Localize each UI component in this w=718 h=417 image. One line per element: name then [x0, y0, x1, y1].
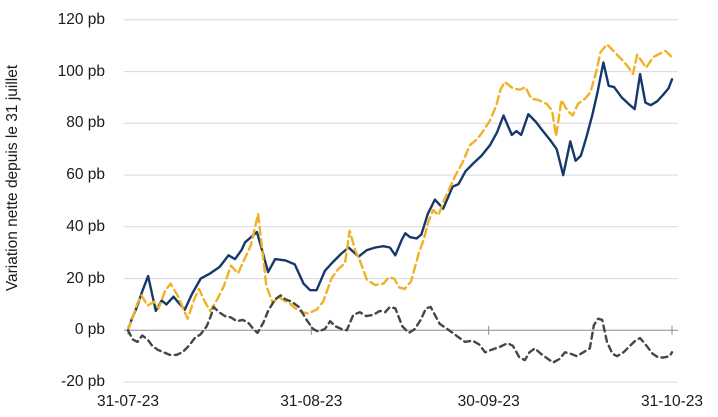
- line-gold-dashed: [126, 43, 674, 332]
- x-tick-label: 31-10-23: [640, 393, 704, 410]
- y-tick-label: 20 pb: [66, 269, 105, 287]
- line-gray-dashed: [126, 294, 674, 364]
- y-tick-label: 120 pb: [57, 10, 105, 28]
- y-tick-label: 80 pb: [66, 114, 105, 132]
- y-tick-label: 0 pb: [74, 321, 105, 339]
- y-tick-label: 60 pb: [66, 166, 105, 184]
- y-tick-label: -20 pb: [61, 373, 105, 391]
- x-tick-label: 31-07-23: [96, 393, 160, 410]
- y-tick-label: 40 pb: [66, 217, 105, 235]
- x-tick-label: 31-08-23: [280, 393, 343, 410]
- y-tick-label: 100 pb: [57, 62, 105, 80]
- line-navy-solid: [126, 61, 674, 332]
- x-tick-label: 30-09-23: [457, 393, 520, 410]
